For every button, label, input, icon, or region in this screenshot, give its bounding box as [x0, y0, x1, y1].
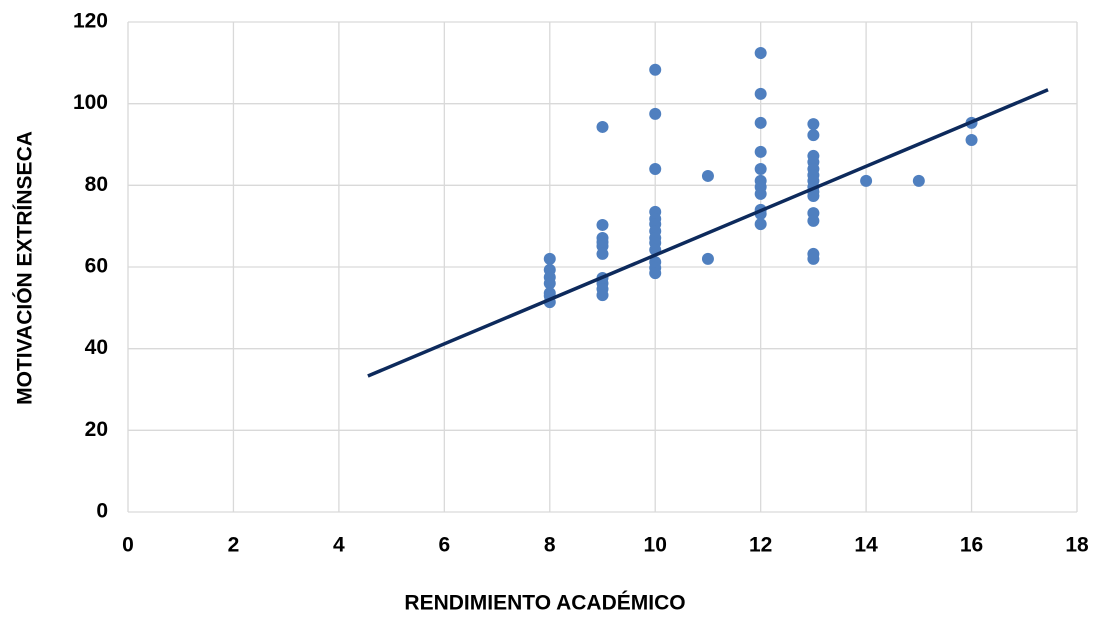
point — [807, 189, 820, 202]
point — [649, 63, 662, 76]
point — [543, 252, 556, 265]
point — [807, 214, 820, 227]
x-tick-label: 8 — [544, 534, 556, 557]
point — [754, 47, 767, 60]
point — [701, 252, 714, 265]
y-tick-label: 120 — [73, 10, 108, 33]
y-tick-label: 0 — [96, 500, 108, 523]
point — [649, 163, 662, 175]
point — [543, 277, 556, 290]
y-tick-label: 100 — [73, 91, 108, 114]
x-tick-label: 10 — [644, 534, 667, 557]
point — [754, 145, 767, 158]
y-tick-label: 40 — [85, 336, 108, 359]
point — [649, 267, 662, 280]
point — [701, 169, 714, 182]
point — [596, 247, 609, 260]
y-tick-label: 80 — [85, 173, 108, 196]
trendline — [367, 88, 1049, 378]
x-tick-label: 2 — [228, 534, 240, 557]
point — [649, 107, 662, 120]
y-axis-label: MOTIVACIÓN EXTRÍNSECA — [13, 131, 37, 405]
x-tick-label: 16 — [960, 534, 983, 557]
x-axis-label: RENDIMIENTO ACADÉMICO — [404, 592, 685, 615]
x-tick-label: 14 — [854, 534, 878, 557]
point — [754, 87, 767, 100]
point — [596, 120, 609, 133]
x-tick-label: 6 — [438, 534, 450, 557]
x-tick-label: 12 — [749, 534, 772, 557]
point — [754, 116, 767, 129]
y-tick-label: 60 — [85, 255, 108, 278]
point — [807, 129, 820, 142]
point — [754, 187, 767, 200]
point — [754, 163, 767, 175]
point — [807, 252, 820, 265]
point — [754, 218, 767, 231]
point — [596, 218, 609, 231]
x-tick-label: 4 — [333, 534, 345, 557]
point — [965, 134, 978, 147]
point — [596, 289, 609, 302]
point — [912, 174, 925, 187]
x-tick-label: 18 — [1065, 534, 1089, 557]
point — [860, 174, 873, 187]
x-tick-label: 0 — [122, 534, 134, 557]
point — [807, 118, 820, 131]
y-tick-label: 20 — [85, 418, 108, 441]
